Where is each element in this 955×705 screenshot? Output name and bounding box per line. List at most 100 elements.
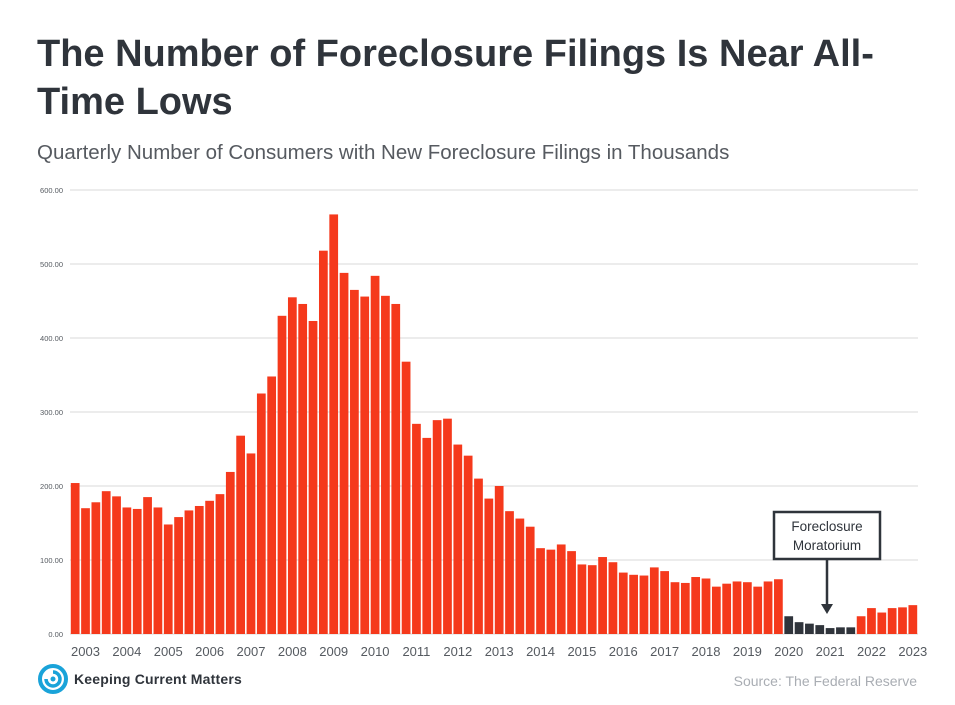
bar [474, 478, 483, 634]
x-axis-labels: 2003 2004 2005 2006 2007 2008 2009 2010 2011 2012… [71, 644, 927, 659]
bar [567, 551, 576, 634]
bar [132, 508, 142, 634]
bar [443, 418, 452, 634]
bar [598, 557, 607, 634]
x-tick-label: 2010 [361, 644, 390, 659]
x-tick-label: 2017 [650, 644, 679, 659]
bar [784, 616, 794, 634]
x-tick-label: 2021 [816, 644, 845, 659]
bar [91, 502, 101, 634]
bar [112, 496, 121, 634]
bar [763, 581, 773, 634]
x-tick-label: 2013 [485, 644, 514, 659]
bar [867, 608, 876, 634]
chart-subtitle: Quarterly Number of Consumers with New F… [37, 141, 730, 164]
bar [536, 548, 545, 634]
bar [391, 303, 401, 634]
bar [608, 562, 618, 634]
bar [256, 393, 266, 634]
bar [629, 574, 638, 634]
kcm-swirl-logo-icon [38, 664, 68, 694]
bar [742, 582, 752, 634]
bar [577, 564, 587, 634]
bar [81, 508, 90, 634]
bar [184, 510, 194, 634]
x-tick-label: 2015 [567, 644, 596, 659]
bar [701, 578, 711, 634]
bar [505, 511, 514, 634]
brand-logo: Keeping Current Matters [38, 664, 242, 694]
bar [670, 582, 680, 634]
x-tick-label: 2016 [609, 644, 638, 659]
x-tick-label: 2020 [774, 644, 803, 659]
bar [298, 303, 308, 634]
bar [163, 524, 173, 634]
bar [732, 581, 742, 634]
bar [680, 582, 690, 634]
x-tick-label: 2009 [319, 644, 348, 659]
y-tick-label: 0.00 [48, 630, 63, 639]
bar [153, 507, 163, 634]
y-tick-label: 100.00 [40, 556, 63, 565]
bars [70, 214, 918, 635]
bar [308, 320, 318, 634]
bar [856, 616, 866, 634]
annotation-box [772, 510, 882, 561]
bar [805, 623, 814, 634]
bar [825, 628, 835, 634]
annotation-label-line1: Foreclosure [791, 519, 862, 534]
bar [587, 565, 597, 634]
x-tick-label: 2004 [112, 644, 141, 659]
bar [815, 625, 825, 634]
bar [774, 579, 783, 634]
bar [649, 567, 659, 634]
bar [370, 275, 380, 634]
x-tick-label: 2008 [278, 644, 307, 659]
brand-name: Keeping Current Matters [74, 671, 242, 687]
x-tick-label: 2006 [195, 644, 224, 659]
y-tick-label: 200.00 [40, 482, 63, 491]
x-tick-label: 2003 [71, 644, 100, 659]
annotation-arrow-head [821, 604, 833, 614]
bar [711, 586, 721, 634]
bar [525, 526, 535, 634]
bar [722, 583, 732, 634]
bar [618, 572, 628, 634]
x-tick-label: 2012 [443, 644, 472, 659]
bar [908, 605, 918, 634]
bar [215, 494, 225, 634]
bar [691, 577, 701, 634]
bar [877, 612, 887, 634]
x-tick-label: 2022 [857, 644, 886, 659]
bar [194, 505, 204, 634]
x-tick-label: 2018 [692, 644, 721, 659]
bar [556, 544, 566, 634]
bar [432, 420, 442, 634]
bar [546, 549, 556, 634]
bar [205, 500, 214, 634]
bar [360, 296, 370, 634]
x-tick-label: 2023 [898, 644, 927, 659]
bar [463, 455, 473, 634]
bar [898, 607, 907, 634]
bar [122, 507, 132, 634]
bar [422, 437, 432, 634]
bar [412, 423, 421, 634]
bar [515, 518, 525, 634]
bar [887, 608, 897, 634]
annotation-label-line2: Moratorium [793, 538, 861, 553]
x-tick-label: 2014 [526, 644, 555, 659]
y-tick-label: 400.00 [40, 334, 63, 343]
y-axis-labels: 0.00 100.00 200.00 300.00 400.00 500.00 600.00 [40, 186, 63, 639]
bar [639, 575, 649, 634]
bar [350, 289, 359, 634]
bar [267, 376, 277, 634]
bar [329, 214, 339, 635]
bar [246, 453, 256, 634]
bar [846, 627, 856, 634]
bar [143, 497, 152, 634]
x-tick-label: 2007 [237, 644, 266, 659]
bar [484, 498, 494, 634]
x-tick-label: 2005 [154, 644, 183, 659]
